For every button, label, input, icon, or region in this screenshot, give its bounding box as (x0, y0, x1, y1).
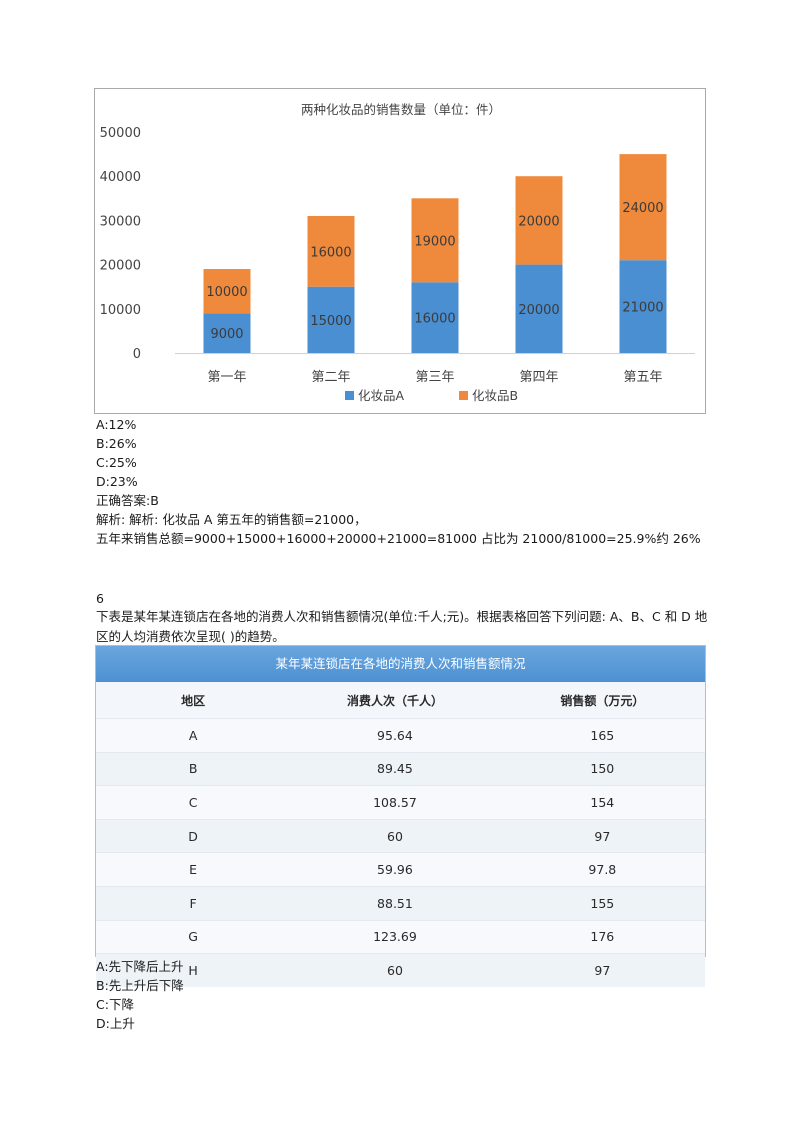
bar-segment-b (411, 198, 459, 283)
cell-visits: 60 (290, 818, 500, 853)
cell-visits: 95.64 (290, 718, 500, 753)
stacked-bar-chart: 两种化妆品的销售数量（单位：件） 0 10000 20000 30000 40000 500… (94, 88, 706, 414)
data-label: 9000 (210, 327, 243, 342)
bar-segment-a (411, 282, 459, 353)
bar-segment-b (203, 269, 251, 314)
y-tick-label: 50000 (100, 126, 141, 141)
chart-canvas: 两种化妆品的销售数量（单位：件） 0 10000 20000 30000 40000 500… (100, 102, 695, 403)
legend-swatch (459, 391, 468, 400)
q6-question: 下表是某年某连锁店在各地的消费人次和销售额情况(单位:千人;元)。根据表格回答下… (96, 609, 708, 644)
x-tick-label: 第三年 (415, 370, 454, 385)
table-row: B 89.45 150 (96, 751, 705, 786)
cell-visits: 123.69 (290, 919, 500, 954)
x-tick-label: 第五年 (623, 370, 662, 385)
bar-segment-a (619, 260, 667, 353)
bar-segment-a (307, 286, 355, 353)
table-row: F 88.51 155 (96, 885, 705, 921)
q5-option-a: A:12% (96, 417, 137, 432)
cell-visits: 88.51 (290, 885, 500, 921)
cell-region: B (96, 751, 291, 786)
cell-sales: 165 (499, 718, 705, 753)
header-visits: 消费人次（千人） (290, 682, 500, 719)
y-tick-label: 0 (133, 347, 141, 362)
cell-region: G (96, 919, 291, 954)
q5-analysis-line1: 解析: 解析: 化妆品 A 第五年的销售额=21000， (96, 512, 367, 527)
table-header-row: 地区 消费人次（千人） 销售额（万元） (96, 682, 705, 719)
cell-visits: 89.45 (290, 751, 500, 786)
data-label: 21000 (622, 301, 663, 316)
table-row: E 59.96 97.8 (96, 852, 705, 887)
cell-sales: 97.8 (499, 852, 705, 887)
cell-region: D (96, 818, 291, 853)
x-tick-label: 第一年 (207, 370, 246, 385)
x-tick-label: 第四年 (519, 370, 558, 385)
legend-label: 化妆品A (358, 388, 405, 403)
data-label: 20000 (518, 303, 559, 318)
q5-analysis-line2: 五年来销售总额=9000+15000+16000+20000+21000=810… (96, 531, 701, 546)
cell-visits: 60 (290, 953, 500, 987)
sales-table: 某年某连锁店在各地的消费人次和销售额情况 地区 消费人次（千人） 销售额（万元）… (95, 645, 706, 987)
bar-segment-a (515, 264, 563, 353)
header-region: 地区 (96, 682, 291, 719)
cell-region: A (96, 718, 291, 753)
table-title: 某年某连锁店在各地的消费人次和销售额情况 (96, 646, 705, 682)
y-tick-label: 20000 (100, 259, 141, 274)
y-tick-label: 40000 (100, 170, 141, 185)
data-label: 20000 (518, 214, 559, 229)
chart-title: 两种化妆品的销售数量（单位：件） (301, 102, 501, 117)
cell-visits: 59.96 (290, 852, 500, 887)
q5-option-d: D:23% (96, 474, 138, 489)
table-row: H 60 97 (96, 953, 705, 987)
cell-visits: 108.57 (290, 785, 500, 820)
table-row: G 123.69 176 (96, 919, 705, 954)
cell-region: F (96, 885, 291, 921)
x-tick-label: 第二年 (311, 370, 350, 385)
q6-option-d: D:上升 (96, 1016, 135, 1031)
cell-sales: 155 (499, 885, 705, 921)
bar-segment-b (307, 215, 355, 287)
y-tick-label: 30000 (100, 214, 141, 229)
cell-region: E (96, 852, 291, 887)
cell-sales: 97 (499, 953, 705, 987)
header-sales: 销售额（万元） (499, 682, 705, 719)
data-label: 16000 (414, 312, 455, 327)
bar-segment-a (203, 313, 251, 353)
data-label: 16000 (310, 245, 351, 260)
q5-answer: 正确答案:B (96, 493, 159, 508)
table-row: C 108.57 154 (96, 785, 705, 820)
q6-number: 6 (96, 591, 104, 606)
table-row: A 95.64 165 (96, 718, 705, 753)
q6-option-c: C:下降 (96, 997, 134, 1012)
cell-sales: 154 (499, 785, 705, 820)
q6-option-b: B:先上升后下降 (96, 978, 184, 993)
bar-segment-b (515, 176, 563, 265)
cell-sales: 150 (499, 751, 705, 786)
legend-swatch (345, 391, 354, 400)
cell-region: C (96, 785, 291, 820)
cell-sales: 176 (499, 919, 705, 954)
y-tick-label: 10000 (100, 303, 141, 318)
data-table: 地区 消费人次（千人） 销售额（万元） A 95.64 165 B 89.45 150 … (96, 682, 705, 987)
q6-option-a: A:先下降后上升 (96, 959, 184, 974)
bar-segment-b (619, 154, 667, 261)
data-label: 19000 (414, 234, 455, 249)
q5-option-c: C:25% (96, 455, 137, 470)
cell-sales: 97 (499, 818, 705, 853)
cell-region: H (96, 953, 291, 987)
q5-option-b: B:26% (96, 436, 137, 451)
data-label: 15000 (310, 314, 351, 329)
data-label: 24000 (622, 201, 663, 216)
legend-label: 化妆品B (472, 388, 518, 403)
table-row: D 60 97 (96, 818, 705, 853)
data-label: 10000 (206, 285, 247, 300)
